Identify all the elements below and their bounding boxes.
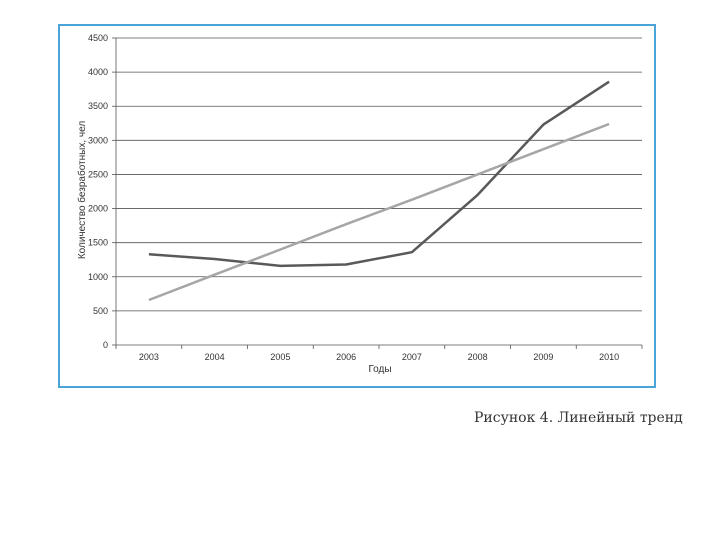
y-tick-label: 2500 (88, 169, 108, 179)
x-tick-label: 2007 (402, 352, 422, 362)
y-tick-label: 1500 (88, 238, 108, 248)
x-axis-label: Годы (368, 364, 391, 375)
y-tick-labels: 0 500 1000 1500 2000 2500 3000 3500 4000 4500 (88, 33, 108, 350)
series-line-2 (148, 122, 610, 302)
y-tick-label: 0 (103, 340, 108, 350)
y-tick-label: 500 (93, 306, 108, 316)
x-tick-label: 2005 (270, 352, 290, 362)
x-tick-label: 2009 (533, 352, 553, 362)
y-tick-label: 3000 (88, 135, 108, 145)
y-axis-label: Количество безработных, чел (76, 121, 88, 260)
series-lines (148, 80, 610, 302)
gridlines (112, 37, 643, 349)
y-tick-label: 4000 (88, 67, 108, 77)
x-tick-label: 2003 (139, 352, 159, 362)
y-tick-label: 2000 (88, 204, 108, 214)
x-tick-label: 2006 (336, 352, 356, 362)
y-tick-label: 3500 (88, 101, 108, 111)
y-tick-label: 4500 (88, 33, 108, 43)
figure-caption: Рисунок 4. Линейный тренд (474, 410, 683, 426)
x-tick-label: 2008 (468, 352, 488, 362)
series-line-1 (148, 80, 610, 268)
x-tick-labels: 2003 2004 2005 2006 2007 2008 2009 2010 (139, 352, 619, 362)
y-tick-label: 1000 (88, 272, 108, 282)
x-tick-label: 2010 (599, 352, 619, 362)
chart-frame (58, 24, 656, 388)
x-tick-label: 2004 (205, 352, 225, 362)
